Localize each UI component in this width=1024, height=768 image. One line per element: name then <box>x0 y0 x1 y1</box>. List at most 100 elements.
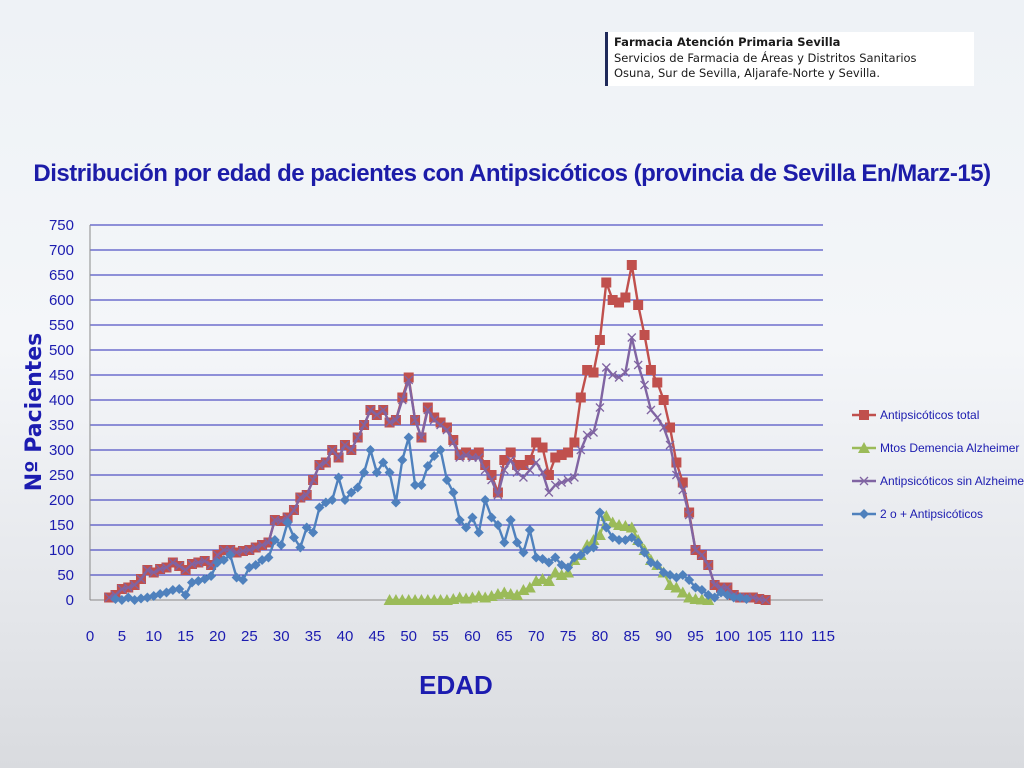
data-point <box>168 558 178 567</box>
data-point <box>167 585 178 595</box>
data-point <box>359 467 370 478</box>
data-point <box>524 525 535 535</box>
data-point <box>542 575 555 586</box>
data-point <box>614 373 624 382</box>
header-line-2: Servicios de Farmacia de Áreas y Distrit… <box>614 50 917 65</box>
data-point <box>588 542 599 553</box>
data-point <box>518 460 529 470</box>
data-point <box>512 460 523 470</box>
data-point <box>378 457 389 468</box>
x-tick-label: 75 <box>560 628 577 645</box>
data-point <box>404 375 414 385</box>
data-point <box>467 512 478 523</box>
data-point <box>480 495 491 505</box>
data-point <box>556 450 567 460</box>
x-tick-label: 55 <box>432 628 449 645</box>
x-tick-label: 115 <box>811 628 835 645</box>
data-point <box>677 477 688 488</box>
data-point <box>218 555 229 565</box>
data-point <box>691 545 700 555</box>
data-point <box>671 457 682 468</box>
y-tick-label: 600 <box>49 292 74 309</box>
data-point <box>461 447 472 458</box>
data-point <box>499 465 509 475</box>
data-point <box>162 563 171 572</box>
legend-item: Mtos Demencia Alzheimer <box>852 441 1019 455</box>
data-point <box>301 522 312 533</box>
data-point <box>474 453 484 462</box>
data-point <box>550 552 561 563</box>
x-tick-label: 100 <box>715 628 740 645</box>
data-point <box>633 537 644 548</box>
data-point <box>601 277 612 288</box>
x-tick-label: 30 <box>273 628 290 645</box>
data-point <box>423 405 433 415</box>
data-point <box>225 550 236 560</box>
data-point <box>582 430 592 440</box>
data-point <box>563 475 573 485</box>
data-point <box>327 445 337 455</box>
data-point <box>334 453 344 462</box>
data-point <box>671 470 681 480</box>
data-point <box>454 515 465 525</box>
data-point <box>353 433 363 442</box>
data-point <box>467 450 478 460</box>
data-point <box>710 580 720 590</box>
x-tick-labels: 0 5 10 15 20 25 30 35 40 45 50 55 60 65 70 75 80 85 90 95 10… <box>86 628 835 645</box>
data-point <box>480 460 491 470</box>
data-point <box>607 295 618 305</box>
data-point <box>206 571 217 581</box>
y-tick-label: 100 <box>49 542 74 559</box>
data-point <box>595 403 605 412</box>
data-point <box>251 543 261 552</box>
data-point <box>467 453 477 462</box>
data-point <box>339 495 350 505</box>
legend-label: Antipsicóticos sin Alzheimer <box>880 474 1024 488</box>
data-point <box>174 561 184 571</box>
x-tick-label: 45 <box>368 628 385 645</box>
data-point <box>365 445 376 455</box>
data-point <box>531 437 542 448</box>
data-point <box>403 432 414 443</box>
grid <box>89 224 823 601</box>
data-point <box>422 461 433 471</box>
data-point <box>652 377 663 388</box>
data-point <box>664 579 677 590</box>
x-tick-label: 10 <box>145 628 162 645</box>
data-point <box>645 365 656 375</box>
data-point <box>697 550 707 560</box>
y-tick-label: 200 <box>49 492 74 509</box>
data-point <box>213 550 222 560</box>
data-point <box>665 422 676 433</box>
data-point <box>538 468 548 477</box>
data-point <box>391 415 401 425</box>
data-point <box>493 490 503 500</box>
data-point <box>180 590 191 600</box>
data-point <box>505 447 516 458</box>
data-point <box>486 512 497 523</box>
data-point <box>333 472 344 483</box>
y-tick-label: 150 <box>49 517 74 534</box>
data-point <box>263 552 274 563</box>
data-point <box>506 455 516 465</box>
data-point <box>429 412 440 423</box>
data-point <box>594 507 605 518</box>
data-point <box>550 480 560 490</box>
data-point <box>512 537 523 548</box>
data-point <box>499 455 510 465</box>
x-tick-label: 0 <box>86 628 94 645</box>
data-point <box>633 300 644 310</box>
data-point <box>123 583 133 592</box>
x-axis-label: EDAD <box>419 670 493 700</box>
data-point <box>670 581 683 593</box>
data-point <box>620 368 630 377</box>
x-tick-label: 5 <box>118 628 126 645</box>
y-tick-label: 300 <box>49 442 74 459</box>
data-point <box>569 437 580 448</box>
data-point <box>302 490 312 500</box>
data-point <box>858 442 870 453</box>
x-tick-label: 20 <box>209 628 226 645</box>
chart-title: Distribución por edad de pacientes con A… <box>33 160 991 187</box>
legend-label: Antipsicóticos total <box>880 408 979 422</box>
x-tick-label: 60 <box>464 628 481 645</box>
